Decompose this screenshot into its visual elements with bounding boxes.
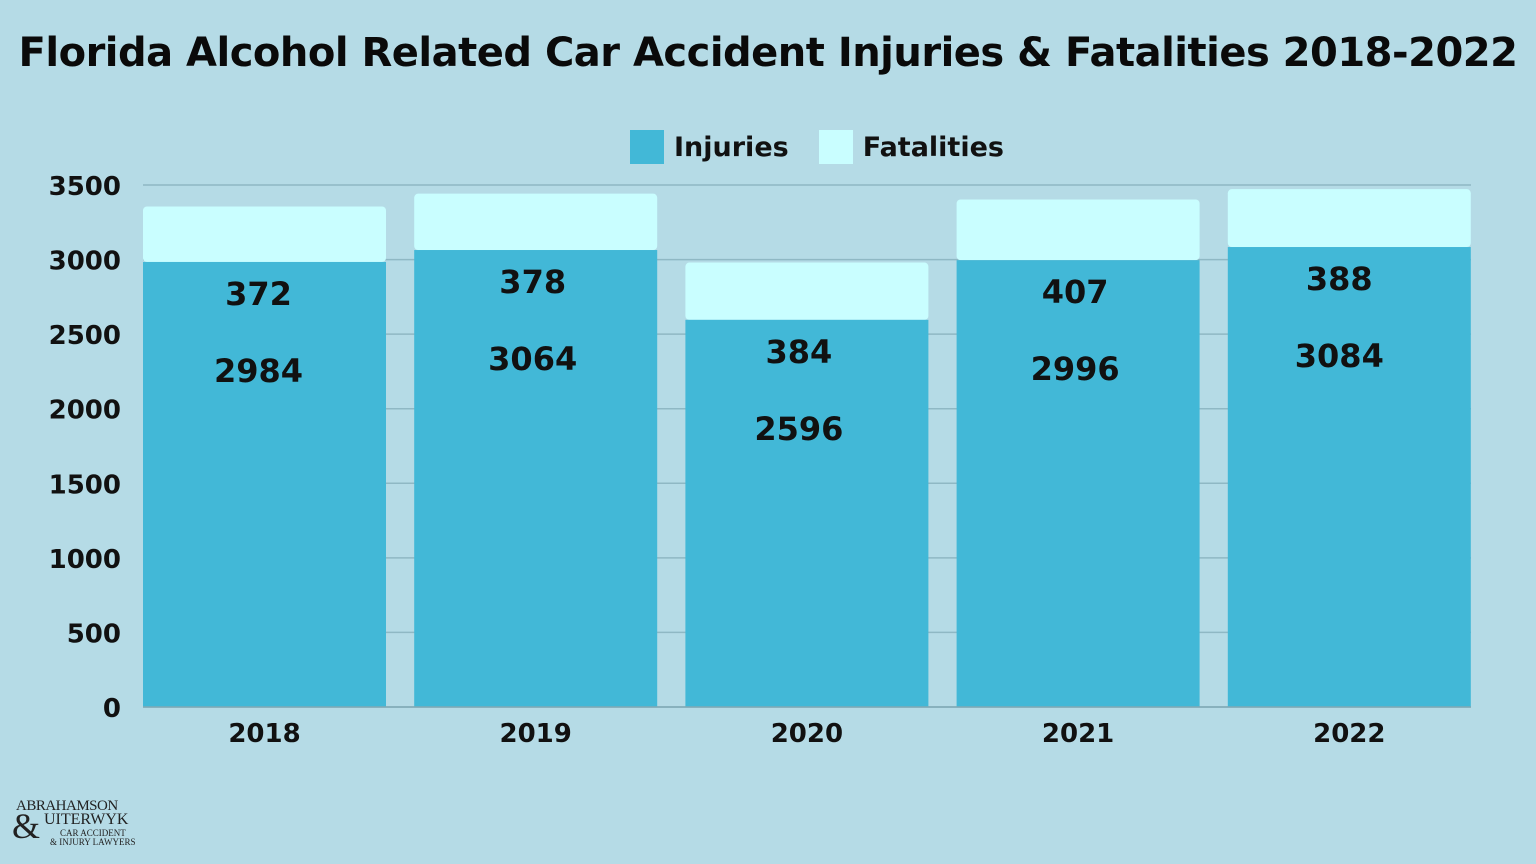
data-label-injuries: 2596 <box>754 410 843 448</box>
legend: Injuries Fatalities <box>630 130 1034 164</box>
bar-fatalities <box>143 206 386 262</box>
data-label-injuries: 2984 <box>214 352 303 390</box>
y-tick-label: 1500 <box>49 470 121 500</box>
data-label-fatalities: 384 <box>766 333 833 371</box>
bar-fatalities <box>685 262 929 320</box>
logo: ABRAHAMSON & UITERWYK CAR ACCIDENT & INJ… <box>12 798 152 850</box>
logo-text: CAR ACCIDENT <box>60 828 126 838</box>
x-tick-label: 2021 <box>1042 719 1114 749</box>
data-label-fatalities: 378 <box>499 263 566 301</box>
bar-fatalities <box>956 199 1200 261</box>
y-tick-label: 0 <box>103 694 121 724</box>
legend-item-injuries: Injuries <box>630 130 789 164</box>
logo-text: ABRAHAMSON <box>16 798 118 814</box>
data-label-fatalities: 407 <box>1042 273 1109 311</box>
bar-injuries <box>143 261 386 707</box>
chart-title: Florida Alcohol Related Car Accident Inj… <box>18 30 1518 76</box>
y-tick-label: 500 <box>67 619 121 649</box>
legend-label-injuries: Injuries <box>674 131 789 163</box>
y-tick-label: 2000 <box>49 396 121 426</box>
y-tick-label: 3000 <box>49 247 121 277</box>
legend-swatch-fatalities <box>818 130 853 164</box>
logo-text: UITERWYK <box>44 811 129 828</box>
y-tick-label: 1000 <box>49 545 121 575</box>
x-tick-label: 2022 <box>1313 719 1385 749</box>
data-label-fatalities: 372 <box>225 275 292 313</box>
legend-label-fatalities: Fatalities <box>862 131 1004 163</box>
data-label-injuries: 3064 <box>488 340 577 378</box>
data-label-injuries: 3084 <box>1295 337 1384 375</box>
logo-ampersand: & <box>12 806 41 846</box>
y-tick-label: 3500 <box>49 172 121 202</box>
bar-fatalities <box>1227 189 1471 248</box>
data-label-fatalities: 388 <box>1306 260 1373 298</box>
bar-injuries <box>685 319 929 707</box>
x-tick-label: 2019 <box>500 719 572 749</box>
x-tick-label: 2020 <box>771 719 843 749</box>
x-tick-label: 2018 <box>228 719 300 749</box>
y-tick-label: 2500 <box>49 321 121 351</box>
bar-injuries <box>1227 247 1471 707</box>
bar-fatalities <box>414 193 658 251</box>
bar-injuries <box>414 250 658 707</box>
legend-swatch-injuries <box>630 130 664 164</box>
logo-text: & INJURY LAWYERS <box>50 837 136 847</box>
data-label-injuries: 2996 <box>1031 350 1120 388</box>
legend-item-fatalities: Fatalities <box>818 130 1004 164</box>
bar-injuries <box>956 260 1200 707</box>
